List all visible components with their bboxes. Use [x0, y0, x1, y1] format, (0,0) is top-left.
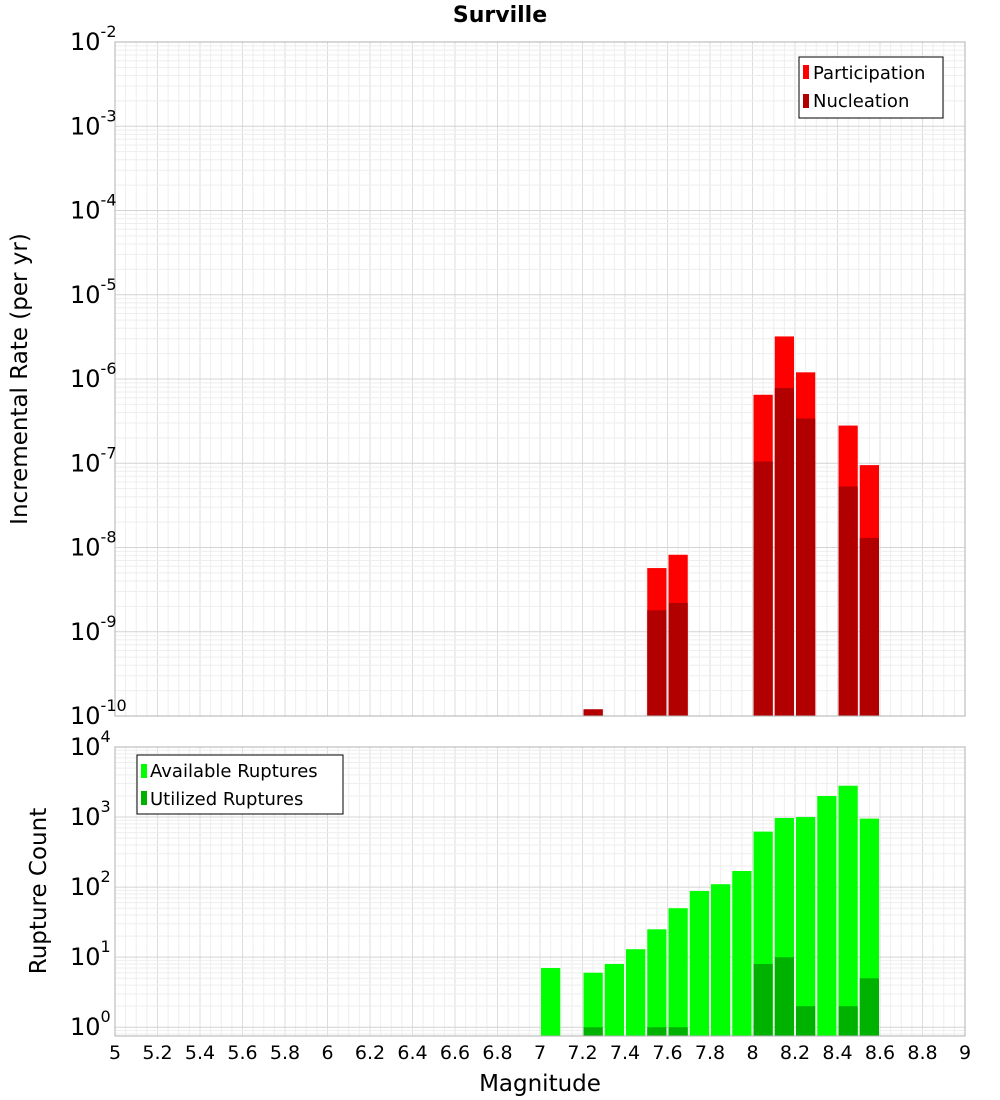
nucleation-bar — [647, 610, 667, 716]
bottom-panel-legend: Available Ruptures Utilized Ruptures — [136, 754, 344, 815]
nucleation-bar — [859, 537, 879, 716]
x-tick-label: 8.8 — [907, 1042, 937, 1064]
available-ruptures-bar — [583, 972, 603, 1036]
available-ruptures-bar — [732, 870, 752, 1036]
utilized-ruptures-bar — [774, 957, 794, 1036]
available-ruptures-bar — [838, 785, 858, 1036]
x-tick-label: 7.8 — [695, 1042, 725, 1064]
nucleation-bar — [774, 388, 794, 716]
x-tick-label: 5.6 — [227, 1042, 257, 1064]
x-tick-label: 5.8 — [270, 1042, 300, 1064]
utilized-ruptures-bar — [859, 978, 879, 1036]
nucleation-bar — [838, 486, 858, 716]
x-tick-labels: 5 5.2 5.4 5.6 5.8 6 6.2 6.4 6.6 6.8 7 7.2 7.4 7.6 7.8 8… — [109, 1042, 971, 1064]
x-tick-label: 5.4 — [185, 1042, 215, 1064]
utilized-ruptures-bar — [668, 1027, 688, 1036]
bottom-panel-y-tick-label: 100 — [70, 1007, 111, 1041]
x-tick-label: 8.6 — [865, 1042, 895, 1064]
nucleation-bar — [796, 418, 816, 716]
chart-title: Surville — [453, 3, 547, 28]
available-ruptures-bar — [541, 968, 561, 1036]
x-tick-label: 8.4 — [822, 1042, 852, 1064]
available-ruptures-bar — [647, 929, 667, 1036]
utilized-ruptures-bar — [838, 1006, 858, 1036]
bottom-panel-bars — [541, 785, 879, 1036]
nucleation-bar — [668, 602, 688, 716]
top-panel-y-tick-label: 10-9 — [70, 612, 117, 646]
x-axis-label: Magnitude — [479, 1071, 601, 1097]
x-tick-label: 6.8 — [482, 1042, 512, 1064]
bottom-panel-y-tick-label: 102 — [70, 867, 111, 901]
top-panel-y-tick-label: 10-4 — [70, 191, 117, 225]
available-ruptures-bar — [711, 884, 731, 1036]
x-tick-label: 7.4 — [610, 1042, 640, 1064]
top-panel-y-tick-label: 10-7 — [70, 443, 117, 477]
available-ruptures-bar — [626, 949, 646, 1036]
nucleation-legend-label: Nucleation — [813, 91, 909, 112]
utilized-ruptures-bar — [583, 1027, 603, 1036]
bottom-panel-y-tick-labels: 104 103 102 101 100 — [70, 727, 111, 1041]
top-panel-frame — [114, 41, 966, 717]
top-panel-y-tick-label: 10-6 — [70, 359, 117, 393]
x-tick-label: 7.2 — [567, 1042, 597, 1064]
bottom-panel-y-axis-label: Rupture Count — [26, 808, 52, 974]
utilized-ruptures-bar — [796, 1006, 816, 1036]
x-tick-label: 8 — [746, 1042, 758, 1064]
utilized-ruptures-bar — [753, 963, 773, 1036]
bottom-legend-box — [136, 754, 344, 815]
nucleation-bar — [753, 461, 773, 716]
top-panel-y-tick-labels: 10-2 10-3 10-4 10-5 10-6 10-7 10-8 10-9 10-10 — [70, 22, 127, 730]
bottom-panel-frame — [114, 746, 966, 1037]
top-panel-y-tick-label: 10-2 — [70, 22, 117, 56]
top-panel-y-axis-label: Incremental Rate (per yr) — [7, 233, 33, 525]
top-panel-y-tick-label: 10-5 — [70, 275, 117, 309]
top-panel-y-tick-label: 10-3 — [70, 106, 117, 140]
x-tick-label: 8.2 — [780, 1042, 810, 1064]
top-panel-bars — [583, 336, 879, 716]
available-ruptures-bar — [668, 908, 688, 1036]
available-ruptures-bar — [689, 891, 709, 1036]
available-ruptures-legend-label: Available Ruptures — [150, 761, 318, 782]
x-tick-label: 7.6 — [652, 1042, 682, 1064]
x-tick-label: 6.4 — [397, 1042, 427, 1064]
top-panel-y-tick-label: 10-10 — [70, 696, 127, 730]
nucleation-legend-swatch — [803, 94, 809, 108]
utilized-ruptures-legend-swatch — [141, 791, 147, 805]
bottom-panel-y-tick-label: 101 — [70, 937, 111, 971]
nucleation-bar — [583, 709, 603, 716]
x-tick-label: 6 — [321, 1042, 333, 1064]
top-legend-box — [798, 56, 944, 119]
top-panel-y-tick-label: 10-8 — [70, 528, 117, 562]
bottom-panel-y-tick-label: 104 — [70, 727, 111, 761]
x-tick-label: 6.2 — [355, 1042, 385, 1064]
top-panel-legend: Participation Nucleation — [798, 56, 944, 119]
top-panel-grid — [114, 41, 966, 717]
available-ruptures-bar — [604, 963, 624, 1036]
utilized-ruptures-legend-label: Utilized Ruptures — [150, 789, 303, 810]
x-tick-label: 7 — [534, 1042, 546, 1064]
x-tick-label: 5.2 — [142, 1042, 172, 1064]
participation-legend-label: Participation — [813, 63, 925, 84]
bottom-panel-y-tick-label: 103 — [70, 797, 111, 831]
x-tick-label: 5 — [109, 1042, 121, 1064]
available-ruptures-bar — [796, 817, 816, 1036]
participation-legend-swatch — [803, 65, 809, 79]
available-ruptures-bar — [817, 795, 837, 1036]
utilized-ruptures-bar — [647, 1027, 667, 1036]
x-tick-label: 6.6 — [440, 1042, 470, 1064]
x-tick-label: 9 — [959, 1042, 971, 1064]
available-ruptures-legend-swatch — [141, 764, 147, 778]
